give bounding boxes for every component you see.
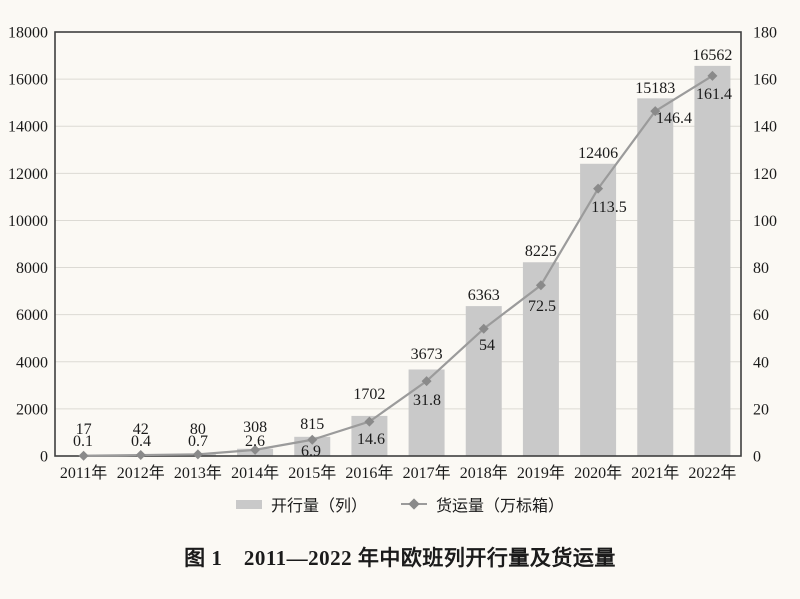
- line-value-labels: 0.1 0.4 0.7 2.66.914.631.85472.5113.5146.41…: [73, 86, 732, 460]
- diamond-marker-2019年: [535, 280, 546, 291]
- line-value-label: 31.8: [413, 392, 441, 409]
- bar-value-labels: 17 42 80 308 815 1702 3673 6363 8225 12406 15183 16…: [76, 47, 733, 438]
- diamond-marker-2014年: [250, 444, 261, 455]
- legend-item-freight: 货运量（万标箱）: [401, 492, 564, 516]
- bar-value-label: 16562: [692, 47, 732, 64]
- left-tick-label: 6000: [16, 307, 48, 324]
- diamond-marker-2022年: [707, 70, 718, 81]
- x-label-2022年: 2022年: [688, 464, 736, 482]
- diamond-marker-2021年: [650, 106, 661, 117]
- left-tick-label: 16000: [8, 72, 48, 89]
- x-label-2020年: 2020年: [574, 464, 622, 482]
- right-tick-label: 180: [753, 25, 777, 42]
- x-axis-labels: 2011年 2012年 2013年 2014年 2015年 2016年 2017年 2018年…: [60, 464, 737, 482]
- right-tick-label: 40: [753, 354, 769, 371]
- diamond-marker-2016年: [364, 416, 375, 427]
- bar-2020年: [580, 163, 617, 456]
- legend-label-trains: 开行量（列）: [270, 498, 367, 515]
- x-label-2012年: 2012年: [117, 464, 165, 482]
- line-diamond-swatch-icon: [401, 498, 427, 510]
- right-tick-label: 120: [753, 166, 777, 183]
- x-label-2018年: 2018年: [460, 464, 508, 482]
- diamond-marker-2018年: [478, 323, 489, 334]
- diamond-marker-2011年: [78, 450, 89, 461]
- bar-value-label: 8225: [525, 243, 557, 260]
- left-tick-label: 18000: [8, 25, 48, 42]
- line-value-label: 146.4: [656, 110, 692, 127]
- diamond-marker-2015年: [307, 434, 318, 445]
- chart-legend: 开行量（列） 货运量（万标箱）: [0, 492, 800, 516]
- bar-value-label: 6363: [468, 287, 500, 304]
- right-tick-label: 160: [753, 72, 777, 89]
- x-label-2013年: 2013年: [174, 464, 222, 482]
- bar-2019年: [522, 262, 559, 456]
- right-tick-label: 0: [753, 449, 761, 466]
- left-tick-label: 0: [40, 449, 48, 466]
- gridlines: [55, 78, 741, 410]
- line-value-label: 113.5: [591, 199, 626, 216]
- right-tick-label: 140: [753, 119, 777, 136]
- left-tick-label: 12000: [8, 166, 48, 183]
- line-value-label: 6.9: [301, 443, 321, 460]
- bar-value-label: 1702: [353, 386, 385, 403]
- bar-value-label: 12406: [578, 145, 618, 162]
- line-value-label: 0.4: [131, 433, 151, 450]
- bar-value-label: 815: [300, 416, 324, 433]
- diamond-marker-2020年: [593, 183, 604, 194]
- bar-value-label: 15183: [635, 80, 675, 97]
- right-tick-label: 100: [753, 213, 777, 230]
- line-value-label: 161.4: [696, 86, 732, 103]
- bar-value-label: 42: [133, 421, 149, 438]
- x-label-2011年: 2011年: [60, 464, 107, 482]
- left-tick-label: 10000: [8, 213, 48, 230]
- line-value-label: 72.5: [528, 298, 556, 315]
- left-axis-labels: 0 2000 4000 6000 8000 10000 12000 14000 16000 180…: [8, 25, 48, 466]
- diamond-marker-2017年: [421, 376, 432, 387]
- x-label-2014年: 2014年: [231, 464, 279, 482]
- left-tick-label: 14000: [8, 119, 48, 136]
- diamond-marker-2013年: [192, 449, 203, 460]
- line-value-label: 2.6: [245, 433, 265, 450]
- left-tick-label: 8000: [16, 260, 48, 277]
- x-label-2016年: 2016年: [345, 464, 393, 482]
- x-label-2017年: 2017年: [403, 464, 451, 482]
- line-value-label: 0.1: [73, 433, 93, 450]
- x-label-2021年: 2021年: [631, 464, 679, 482]
- left-tick-label: 2000: [16, 401, 48, 418]
- figure-caption: 图 1 2011—2022 年中欧班列开行量及货运量: [184, 546, 616, 570]
- right-axis-labels: 0 20 40 60 80 100 120 140 160 180: [753, 25, 777, 466]
- line-value-label: 54: [479, 337, 495, 354]
- diamond-marker-2012年: [135, 450, 146, 461]
- bar-value-label: 17: [76, 421, 92, 438]
- bar-series-swatch-icon: [235, 499, 262, 509]
- right-tick-label: 60: [753, 307, 769, 324]
- freight-line: [83, 74, 713, 457]
- bar-value-label: 3673: [411, 346, 443, 363]
- line-value-label: 0.7: [188, 433, 208, 450]
- right-tick-label: 20: [753, 401, 769, 418]
- bar-2022年: [694, 65, 731, 456]
- bar-value-label: 80: [190, 421, 206, 438]
- legend-item-trains: 开行量（列）: [235, 492, 367, 516]
- plot-border: [54, 31, 742, 457]
- left-tick-label: 4000: [16, 354, 48, 371]
- right-tick-label: 80: [753, 260, 769, 277]
- x-label-2015年: 2015年: [288, 464, 336, 482]
- line-series: [78, 70, 718, 461]
- legend-diamond-icon: [408, 498, 420, 510]
- bar-series: [65, 65, 731, 456]
- bar-value-label: 308: [243, 419, 267, 436]
- x-label-2019年: 2019年: [517, 464, 565, 482]
- line-value-label: 14.6: [357, 431, 385, 448]
- legend-label-freight: 货运量（万标箱）: [436, 498, 565, 515]
- bar-2021年: [637, 98, 674, 456]
